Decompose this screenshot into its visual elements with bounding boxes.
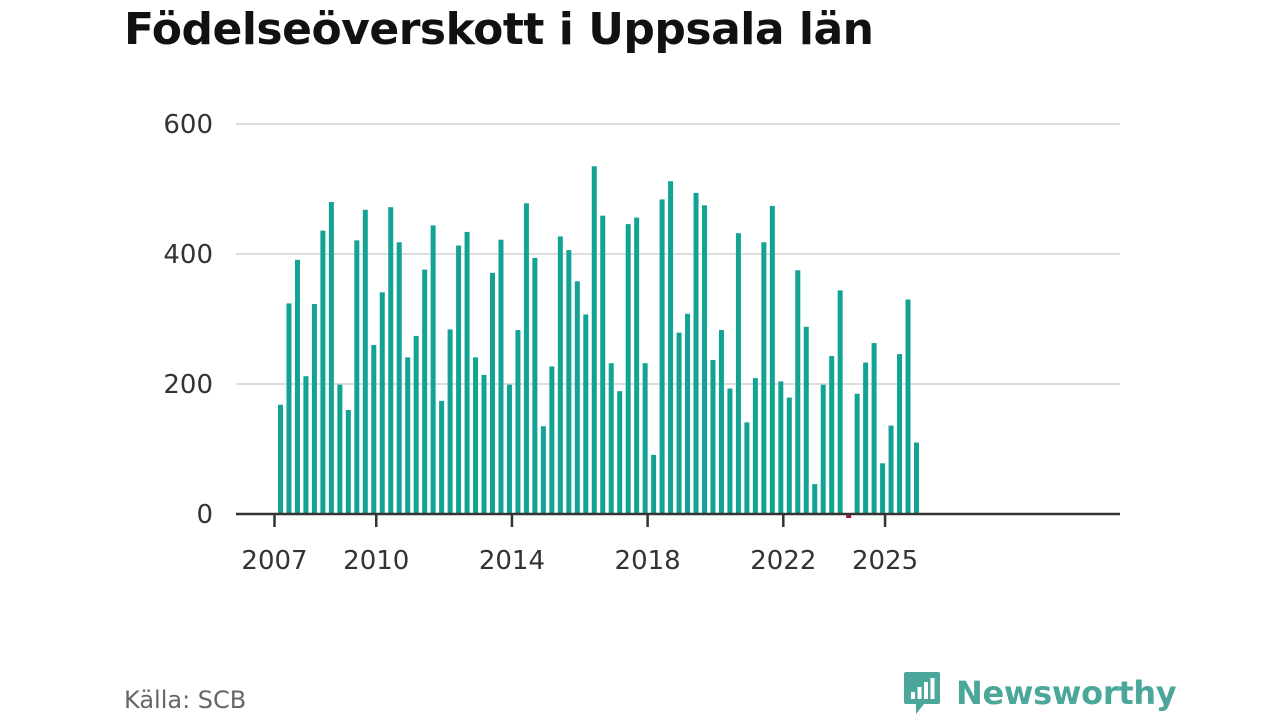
bar — [905, 299, 911, 514]
bar — [405, 357, 411, 514]
bar — [286, 303, 292, 514]
bar — [320, 230, 326, 514]
bar — [566, 250, 572, 514]
x-tick-label: 2007 — [241, 546, 307, 576]
bar — [540, 426, 546, 514]
bar — [676, 332, 682, 514]
bar — [651, 454, 657, 514]
x-tick-label: 2010 — [343, 546, 409, 576]
bar — [532, 257, 538, 514]
bar — [311, 304, 317, 514]
y-tick-label: 600 — [163, 110, 213, 140]
bar — [727, 388, 733, 514]
bar — [456, 245, 462, 515]
bar — [642, 363, 648, 514]
bar — [769, 205, 775, 514]
bar — [583, 314, 589, 514]
y-tick-label: 400 — [163, 240, 213, 270]
bar — [371, 345, 377, 514]
bar — [897, 354, 903, 514]
bar — [396, 242, 402, 515]
bar — [294, 259, 300, 514]
bar — [888, 425, 894, 514]
y-tick-label: 200 — [163, 370, 213, 400]
bar — [498, 239, 504, 514]
bar — [871, 343, 877, 514]
bar — [337, 384, 343, 514]
bar — [379, 292, 385, 514]
bar — [735, 233, 741, 514]
bar — [523, 203, 529, 515]
bar — [634, 217, 640, 514]
newsworthy-logo-icon — [904, 672, 940, 714]
bar — [863, 362, 869, 514]
bar — [591, 166, 597, 514]
bar — [549, 366, 555, 514]
bar — [303, 376, 309, 514]
bar — [625, 224, 631, 514]
bar — [557, 236, 563, 514]
bar — [464, 231, 470, 514]
bar — [506, 384, 512, 514]
bar — [761, 242, 767, 515]
brand-name: Newsworthy — [956, 674, 1177, 712]
bar — [744, 422, 750, 514]
bar — [778, 381, 784, 514]
bar — [718, 330, 724, 514]
bar — [617, 391, 623, 514]
bar — [752, 378, 758, 514]
bar — [880, 463, 886, 514]
axes: 0 200 400 600 2007 2010 2014 2018 2022 2025 — [163, 110, 1120, 576]
bar — [795, 270, 801, 514]
bar — [608, 363, 614, 514]
bar — [659, 199, 665, 514]
x-tick-label: 2022 — [750, 546, 816, 576]
chart-title: Födelseöverskott i Uppsala län — [124, 4, 874, 55]
bar — [328, 202, 334, 514]
bar — [829, 356, 835, 514]
bar — [430, 225, 436, 514]
bar — [820, 384, 826, 514]
bar — [362, 209, 368, 515]
bar — [574, 281, 580, 514]
bar — [914, 442, 919, 514]
y-tick-label: 0 — [196, 500, 213, 530]
bar — [278, 404, 283, 514]
bar — [345, 410, 351, 514]
bar — [702, 205, 707, 514]
bar — [481, 374, 487, 514]
bar — [846, 514, 852, 518]
bar — [837, 290, 843, 514]
bar — [354, 240, 360, 514]
brand-logo: Newsworthy — [902, 670, 1177, 716]
bar — [388, 207, 394, 514]
bar — [447, 329, 453, 514]
bars — [278, 166, 919, 518]
bar — [490, 272, 495, 514]
bar — [812, 484, 818, 514]
bar — [515, 330, 521, 514]
bar — [803, 326, 809, 514]
bar — [422, 269, 428, 514]
bar — [710, 359, 716, 514]
bar — [693, 192, 699, 514]
x-tick-label: 2014 — [479, 546, 545, 576]
source-label: Källa: SCB — [124, 686, 247, 714]
bar — [854, 393, 860, 514]
bar — [473, 357, 479, 514]
x-tick-label: 2018 — [615, 546, 681, 576]
bar — [439, 400, 445, 514]
bar — [668, 181, 674, 514]
bar — [786, 397, 792, 514]
bar — [600, 215, 606, 514]
bar — [685, 313, 691, 514]
x-tick-label: 2025 — [852, 546, 918, 576]
bar — [413, 335, 419, 514]
